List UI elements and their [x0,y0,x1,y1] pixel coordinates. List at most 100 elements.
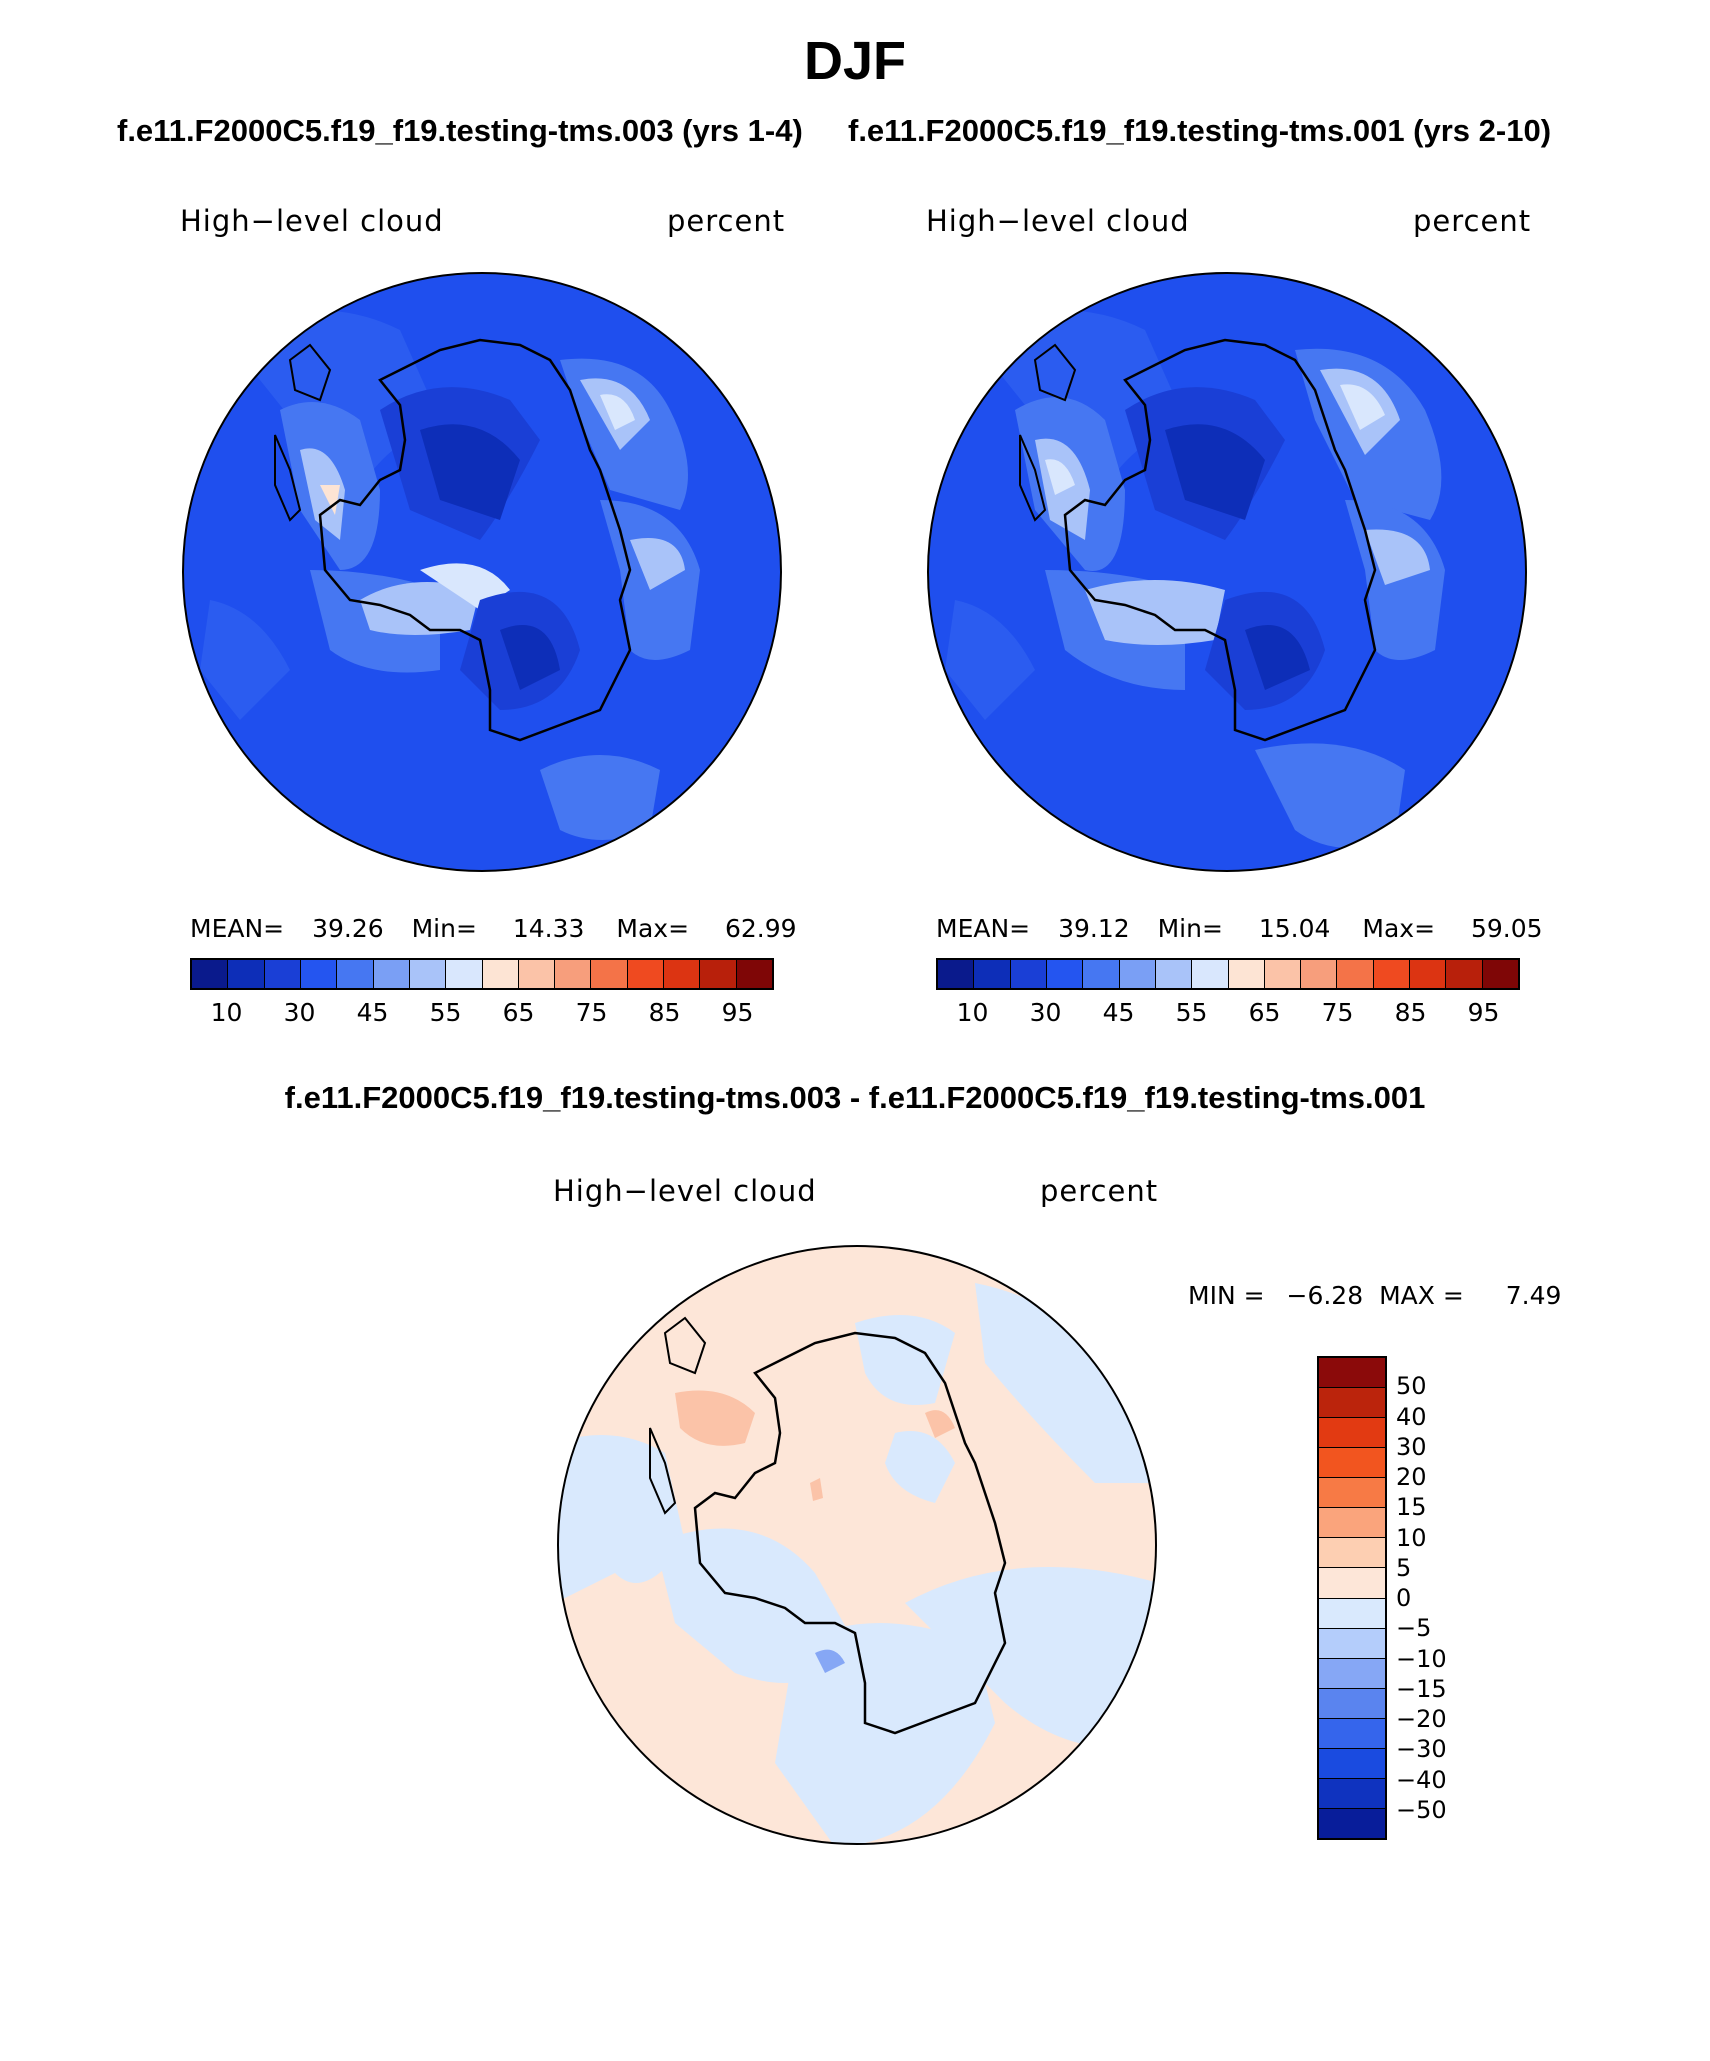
left-min-value: 14.33 [512,914,585,943]
colorbar-swatch [337,960,374,988]
diff-colorbar-ticks: 50 40 30 20 15 10 5 0 −5 −10 −15 −20 −30 −40 −50 [1396,1356,1476,1840]
left-colorbar [190,958,774,990]
left-mean-value: 39.26 [312,914,384,943]
colorbar-swatch [591,960,628,988]
colorbar-tick-label: −30 [1396,1735,1447,1764]
colorbar-tick-label: 65 [502,998,535,1027]
colorbar-swatch [1083,960,1120,988]
colorbar-swatch [1319,1808,1385,1838]
colorbar-tick-label: 10 [210,998,243,1027]
colorbar-tick-label: 10 [1396,1523,1427,1552]
colorbar-swatch [1046,960,1084,988]
colorbar-tick-label: 75 [1321,998,1354,1027]
colorbar-swatch [482,960,519,988]
colorbar-swatch [1319,1388,1385,1419]
colorbar-swatch [1319,1358,1385,1389]
diff-cloud-map [557,1245,1157,1845]
diff-variable-label: High−level cloud [553,1174,817,1208]
right-max-label: Max= [1362,914,1436,943]
colorbar-swatch [300,960,338,988]
diff-max-value: 7.49 [1505,1281,1562,1310]
colorbar-swatch [1319,1538,1385,1569]
left-variable-label: High−level cloud [180,204,444,238]
antarctica-coastline [693,1331,1007,1735]
season-title: DJF [803,31,906,91]
colorbar-swatch [1319,1598,1385,1629]
colorbar-swatch [1337,960,1374,988]
colorbar-swatch [373,960,410,988]
colorbar-tick-label: 95 [721,998,754,1027]
colorbar-swatch [1319,1478,1385,1509]
colorbar-tick-label: 55 [1175,998,1208,1027]
left-panel-subtitle: f.e11.F2000C5.f19_f19.testing-tms.003 (y… [117,113,803,148]
right-mean-value: 39.12 [1058,914,1130,943]
colorbar-swatch [700,960,737,988]
colorbar-tick-label: 55 [429,998,462,1027]
colorbar-swatch [409,960,447,988]
left-min-label: Min= [411,914,477,943]
colorbar-swatch [446,960,483,988]
diff-subtitle: f.e11.F2000C5.f19_f19.testing-tms.003 - … [284,1080,1426,1115]
colorbar-swatch [1319,1508,1385,1539]
right-max-value: 59.05 [1471,914,1543,943]
colorbar-tick-label: 45 [1102,998,1135,1027]
colorbar-tick-label: 85 [648,998,681,1027]
right-stats: MEAN= 39.12 Min= 15.04 Max= 59.05 [936,914,1543,943]
diff-min-value: −6.28 [1286,1281,1364,1310]
colorbar-swatch [1319,1448,1385,1479]
colorbar-swatch [1301,960,1338,988]
colorbar-swatch [974,960,1011,988]
colorbar-tick-label: 15 [1396,1493,1427,1522]
colorbar-swatch [1410,960,1447,988]
colorbar-swatch [1319,1778,1385,1809]
colorbar-tick-label: 45 [356,998,389,1027]
colorbar-swatch [1319,1628,1385,1659]
colorbar-swatch [264,960,301,988]
diff-max-label: MAX = [1379,1281,1464,1310]
colorbar-tick-label: 50 [1396,1372,1427,1401]
colorbar-tick-label: −40 [1396,1765,1447,1794]
colorbar-swatch [1010,960,1047,988]
right-colorbar-ticks: 10 30 45 55 65 75 85 95 [936,998,1520,1030]
colorbar-tick-label: −50 [1396,1795,1447,1824]
colorbar-swatch [736,960,772,988]
left-mean-label: MEAN= [190,914,285,943]
left-max-value: 62.99 [725,914,797,943]
colorbar-swatch [1373,960,1411,988]
colorbar-swatch [1446,960,1483,988]
colorbar-tick-label: 95 [1467,998,1500,1027]
colorbar-swatch [1319,1718,1385,1749]
colorbar-tick-label: 30 [1396,1432,1427,1461]
colorbar-tick-label: 85 [1394,998,1427,1027]
colorbar-swatch [228,960,265,988]
map-frame [182,272,782,872]
colorbar-swatch [518,960,556,988]
right-cloud-map [927,272,1527,872]
right-variable-label: High−level cloud [926,204,1190,238]
right-min-value: 15.04 [1258,914,1331,943]
colorbar-tick-label: 30 [283,998,316,1027]
diff-minmax: MIN = −6.28 MAX = 7.49 [1188,1281,1561,1310]
right-min-label: Min= [1157,914,1223,943]
colorbar-tick-label: 40 [1396,1402,1427,1431]
colorbar-swatch [555,960,592,988]
colorbar-swatch [192,960,229,988]
colorbar-tick-label: −10 [1396,1644,1447,1673]
left-stats: MEAN= 39.26 Min= 14.33 Max= 62.99 [190,914,797,943]
right-mean-label: MEAN= [936,914,1031,943]
colorbar-tick-label: −20 [1396,1705,1447,1733]
colorbar-swatch [938,960,975,988]
colorbar-swatch [1155,960,1193,988]
colorbar-swatch [1319,1748,1385,1779]
left-max-label: Max= [616,914,690,943]
colorbar-swatch [1264,960,1302,988]
colorbar-swatch [664,960,701,988]
right-colorbar [936,958,1520,990]
colorbar-swatch [1482,960,1518,988]
left-colorbar-ticks: 10 30 45 55 65 75 85 95 [190,998,774,1030]
colorbar-swatch [1228,960,1265,988]
diff-colorbar [1317,1356,1387,1840]
colorbar-swatch [1319,1658,1385,1689]
colorbar-tick-label: −15 [1396,1674,1447,1703]
colorbar-tick-label: 65 [1248,998,1281,1027]
